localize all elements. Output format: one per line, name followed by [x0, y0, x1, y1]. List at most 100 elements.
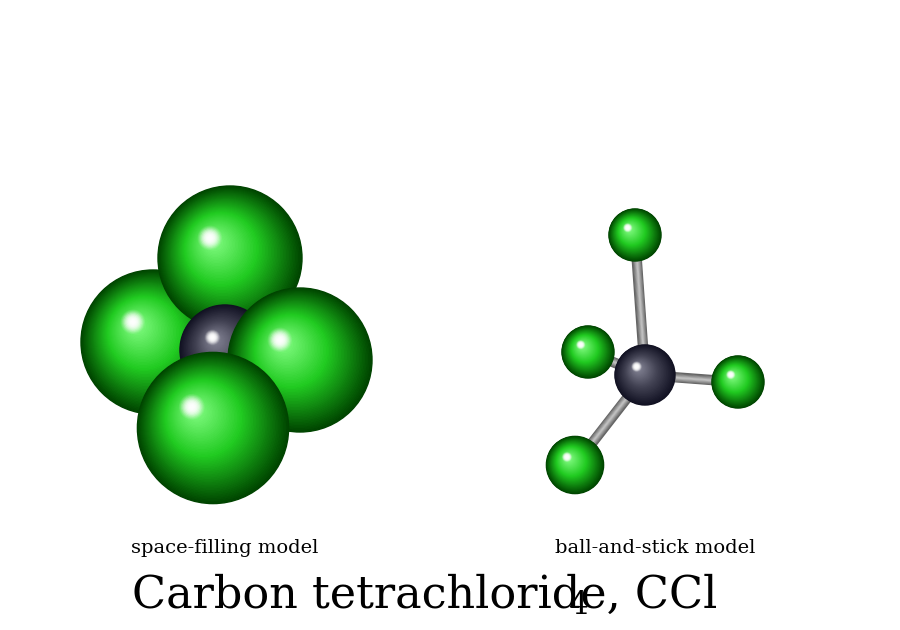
Circle shape	[626, 226, 634, 233]
Circle shape	[549, 439, 599, 490]
Circle shape	[208, 333, 217, 342]
Circle shape	[610, 210, 660, 260]
Circle shape	[126, 316, 140, 328]
Circle shape	[628, 358, 652, 382]
Circle shape	[633, 362, 641, 371]
Circle shape	[615, 215, 652, 251]
Circle shape	[572, 335, 598, 362]
Circle shape	[192, 317, 250, 375]
Circle shape	[183, 308, 266, 391]
Circle shape	[185, 400, 199, 414]
Circle shape	[625, 224, 635, 236]
Circle shape	[559, 449, 582, 472]
Circle shape	[623, 353, 662, 392]
Circle shape	[574, 338, 593, 357]
Circle shape	[630, 360, 650, 379]
Circle shape	[621, 221, 641, 241]
Circle shape	[555, 445, 589, 479]
Circle shape	[124, 313, 153, 342]
Circle shape	[728, 372, 737, 381]
Circle shape	[577, 341, 590, 353]
Circle shape	[567, 331, 606, 369]
Circle shape	[548, 438, 600, 490]
Circle shape	[112, 302, 173, 362]
Circle shape	[624, 224, 632, 232]
Circle shape	[554, 445, 590, 480]
Circle shape	[636, 366, 637, 367]
Circle shape	[166, 381, 241, 456]
Circle shape	[729, 373, 733, 377]
Circle shape	[211, 238, 215, 243]
Circle shape	[181, 306, 268, 393]
Circle shape	[553, 442, 593, 483]
Circle shape	[145, 360, 276, 491]
Circle shape	[141, 356, 283, 497]
Circle shape	[575, 340, 592, 356]
Circle shape	[562, 452, 578, 468]
Circle shape	[268, 328, 304, 365]
Circle shape	[188, 215, 253, 280]
Circle shape	[197, 323, 241, 366]
Circle shape	[619, 350, 668, 398]
Circle shape	[632, 362, 642, 372]
Text: Carbon tetrachloride, CCl: Carbon tetrachloride, CCl	[132, 573, 717, 617]
Circle shape	[274, 333, 286, 347]
Circle shape	[86, 275, 216, 405]
Circle shape	[622, 222, 639, 239]
Circle shape	[634, 364, 644, 374]
Circle shape	[262, 322, 315, 375]
Circle shape	[279, 340, 286, 347]
Circle shape	[714, 357, 761, 406]
Circle shape	[186, 311, 260, 385]
Circle shape	[546, 437, 604, 493]
Circle shape	[628, 358, 653, 383]
Circle shape	[552, 442, 595, 485]
Circle shape	[187, 403, 205, 420]
Circle shape	[621, 221, 641, 241]
Circle shape	[271, 331, 289, 349]
Circle shape	[566, 330, 607, 371]
Circle shape	[122, 311, 156, 345]
Circle shape	[565, 455, 569, 459]
Circle shape	[554, 444, 591, 482]
Circle shape	[722, 366, 748, 392]
Circle shape	[154, 369, 262, 477]
Circle shape	[101, 290, 192, 381]
Circle shape	[611, 211, 658, 258]
Circle shape	[716, 360, 757, 401]
Circle shape	[576, 340, 590, 354]
Circle shape	[561, 450, 581, 471]
Circle shape	[138, 352, 289, 503]
Circle shape	[548, 438, 601, 491]
Circle shape	[554, 443, 592, 483]
Circle shape	[188, 403, 203, 418]
Circle shape	[729, 374, 732, 376]
Circle shape	[207, 332, 218, 343]
Circle shape	[239, 300, 353, 413]
Circle shape	[166, 194, 289, 316]
Circle shape	[189, 217, 251, 279]
Circle shape	[128, 317, 147, 336]
Circle shape	[562, 326, 614, 378]
Circle shape	[568, 332, 604, 369]
Circle shape	[626, 355, 658, 388]
Circle shape	[247, 307, 340, 401]
Circle shape	[241, 302, 349, 410]
Circle shape	[198, 323, 240, 365]
Circle shape	[556, 446, 588, 478]
Circle shape	[233, 294, 363, 423]
Circle shape	[573, 338, 595, 358]
Circle shape	[193, 318, 249, 374]
Circle shape	[575, 339, 593, 357]
Circle shape	[578, 341, 584, 348]
Circle shape	[715, 358, 760, 404]
Circle shape	[730, 374, 732, 375]
Circle shape	[131, 321, 134, 323]
Circle shape	[86, 275, 218, 406]
Circle shape	[567, 331, 606, 370]
Circle shape	[562, 452, 572, 462]
Circle shape	[557, 447, 585, 475]
Circle shape	[277, 337, 283, 343]
Circle shape	[729, 373, 735, 379]
Circle shape	[564, 329, 609, 374]
